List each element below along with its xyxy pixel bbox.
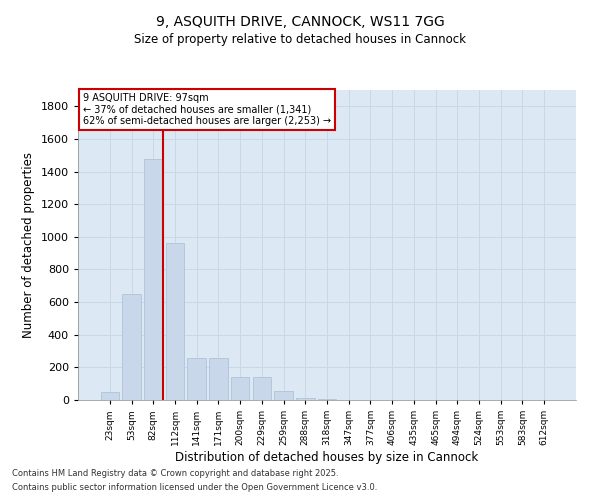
Bar — [209, 358, 227, 400]
Text: Contains HM Land Registry data © Crown copyright and database right 2025.: Contains HM Land Registry data © Crown c… — [12, 468, 338, 477]
Bar — [318, 399, 336, 400]
Bar — [166, 244, 184, 400]
Text: Size of property relative to detached houses in Cannock: Size of property relative to detached ho… — [134, 32, 466, 46]
Bar — [274, 391, 293, 400]
Text: Contains public sector information licensed under the Open Government Licence v3: Contains public sector information licen… — [12, 484, 377, 492]
Text: 9 ASQUITH DRIVE: 97sqm
← 37% of detached houses are smaller (1,341)
62% of semi-: 9 ASQUITH DRIVE: 97sqm ← 37% of detached… — [83, 93, 331, 126]
Text: 9, ASQUITH DRIVE, CANNOCK, WS11 7GG: 9, ASQUITH DRIVE, CANNOCK, WS11 7GG — [155, 15, 445, 29]
Bar — [187, 358, 206, 400]
Bar — [253, 377, 271, 400]
Bar — [144, 158, 163, 400]
X-axis label: Distribution of detached houses by size in Cannock: Distribution of detached houses by size … — [175, 451, 479, 464]
Bar — [122, 294, 141, 400]
Bar — [101, 392, 119, 400]
Bar — [231, 377, 250, 400]
Y-axis label: Number of detached properties: Number of detached properties — [22, 152, 35, 338]
Bar — [296, 398, 314, 400]
